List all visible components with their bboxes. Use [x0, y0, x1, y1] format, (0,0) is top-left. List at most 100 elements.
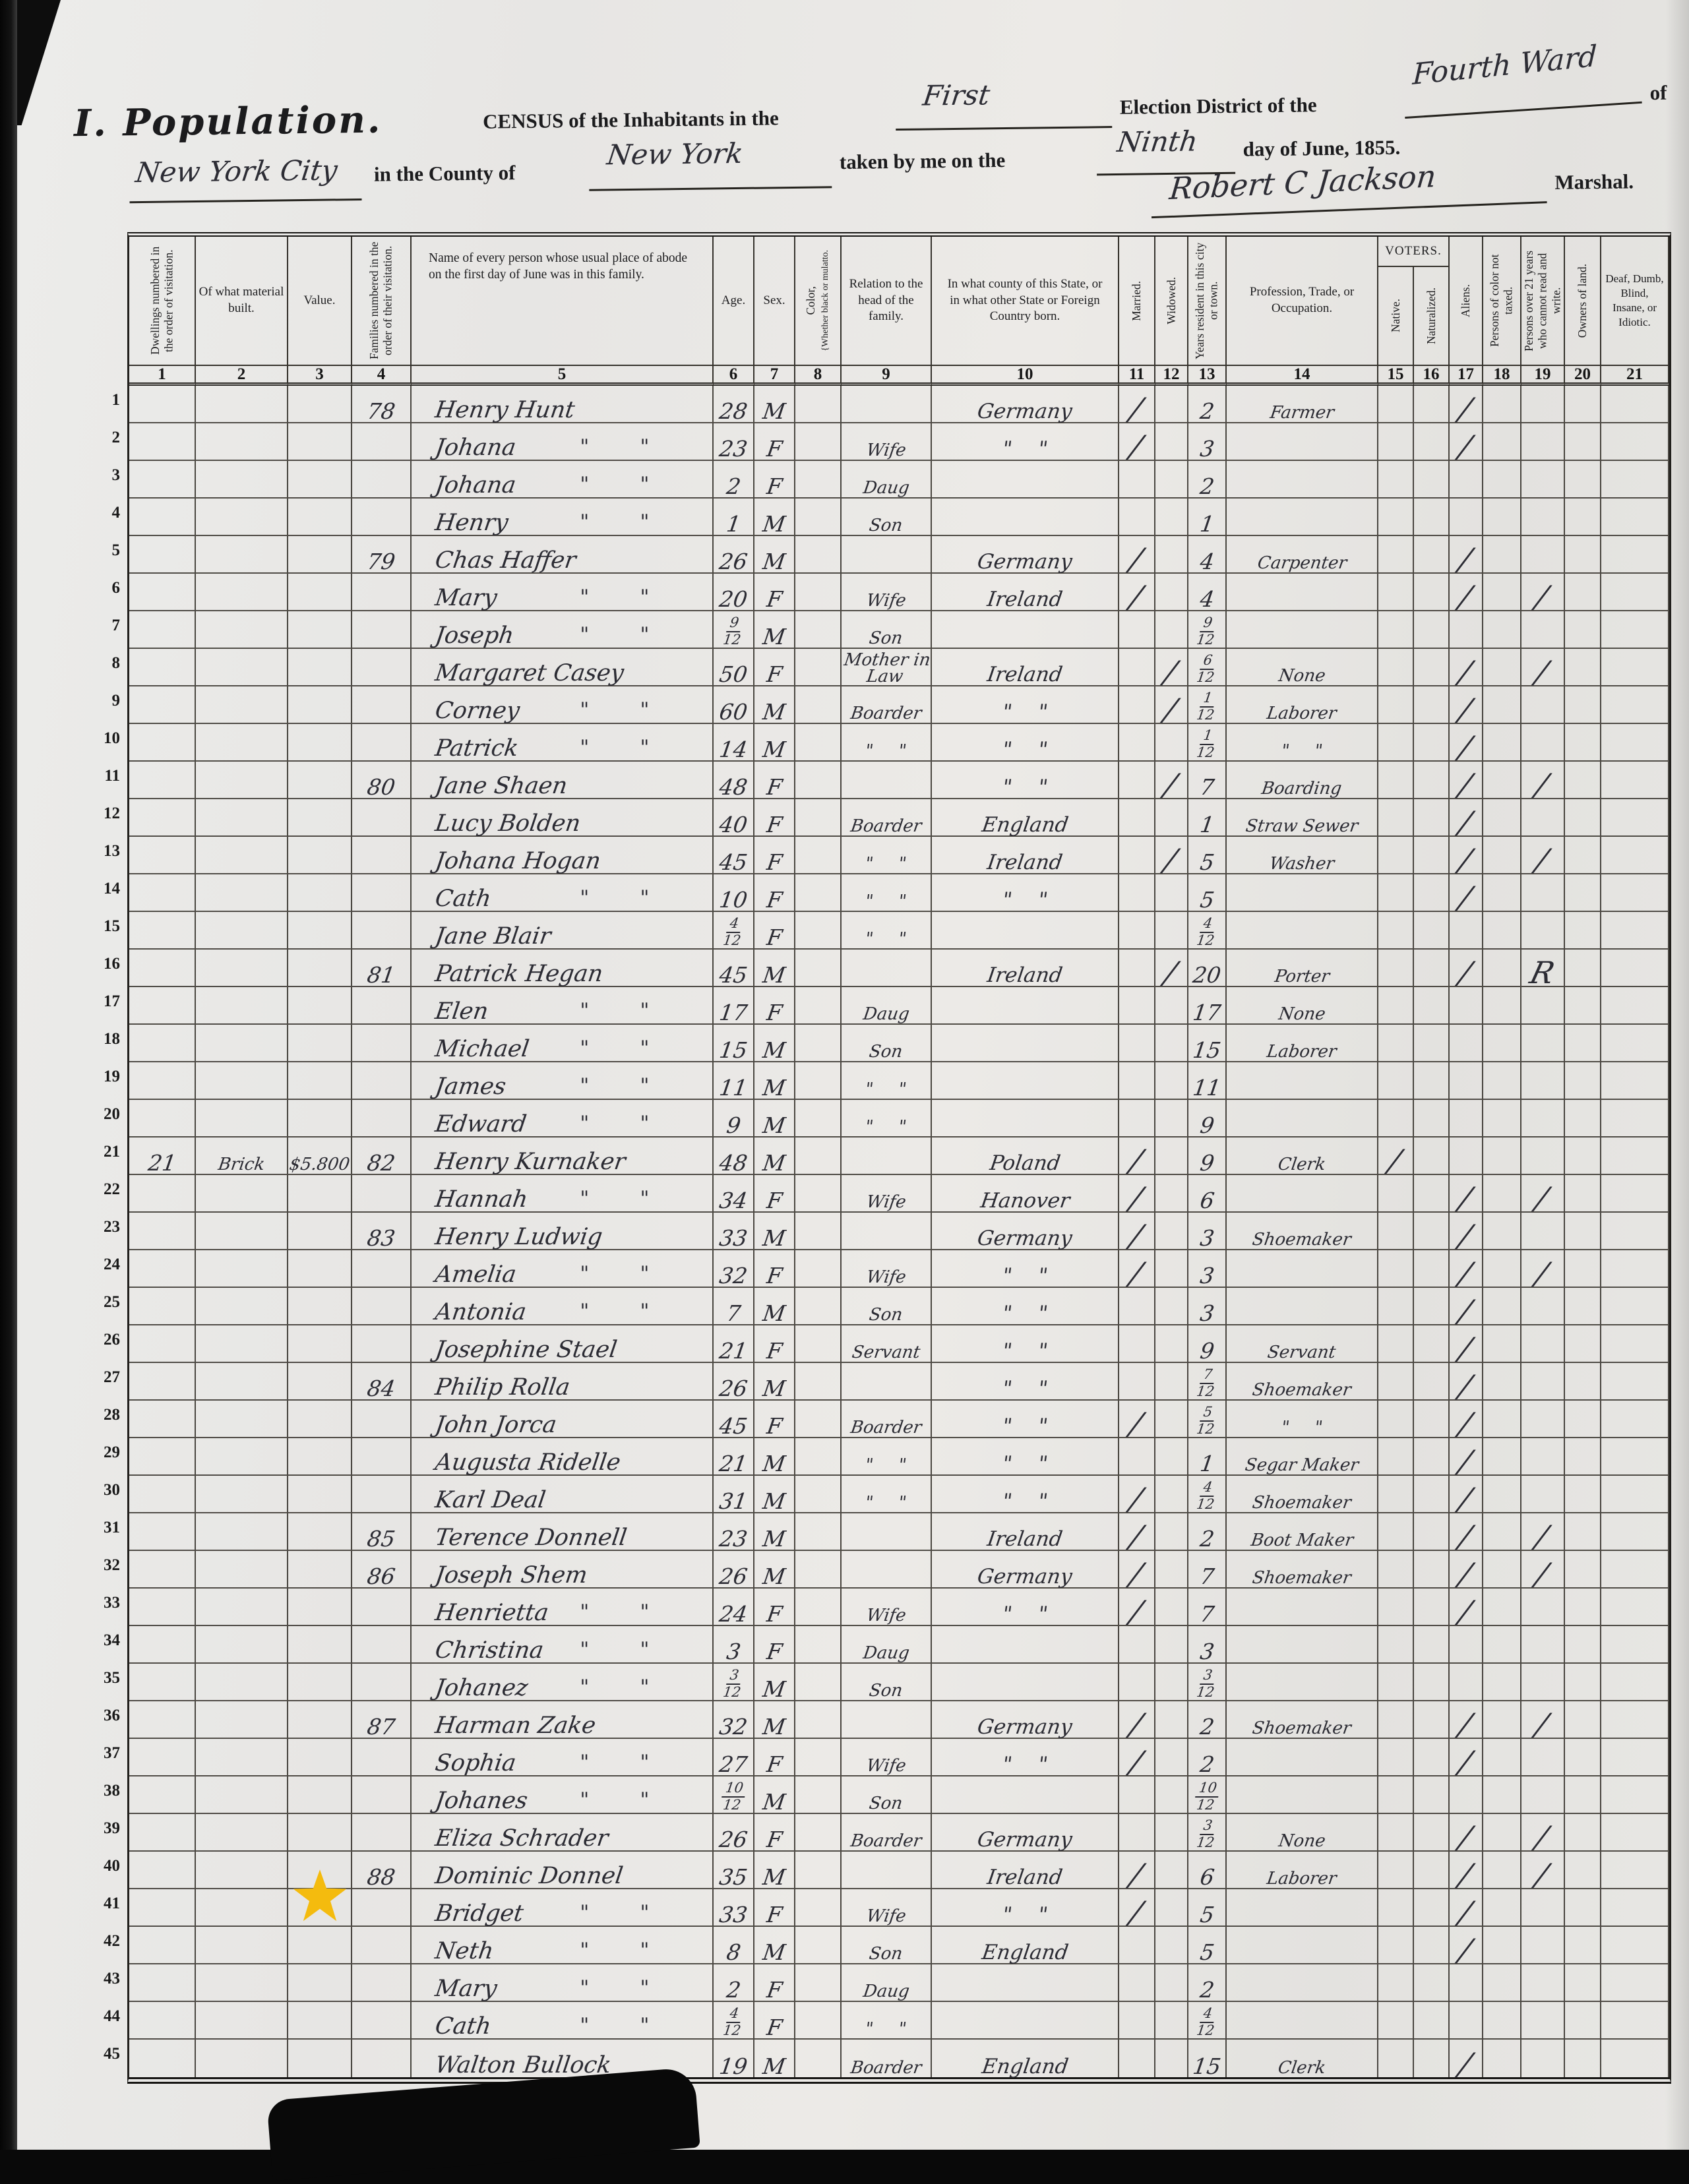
- born-cell: Germany: [932, 536, 1119, 574]
- sex-cell: F: [754, 799, 795, 837]
- deaf-cell: [1601, 2040, 1669, 2077]
- row-number: 22: [104, 1180, 120, 1198]
- color_not_taxed-cell: [1483, 1325, 1521, 1363]
- color-cell: [795, 499, 842, 536]
- cannot_read-cell: /: [1521, 649, 1565, 690]
- family-cell: [352, 1739, 412, 1776]
- occupation-cell: " ": [1227, 724, 1378, 762]
- census-table: Dwellings numbered in the order of visit…: [127, 232, 1671, 2084]
- name-cell: Johana Hogan: [412, 837, 714, 874]
- age-cell: 24: [714, 1589, 754, 1627]
- color_not_taxed-cell: [1483, 762, 1521, 799]
- age-cell: 26: [714, 1363, 754, 1401]
- alien-cell: [1450, 1964, 1483, 2002]
- name-cell: Jane Blair: [412, 912, 714, 950]
- alien-cell: /: [1450, 1589, 1483, 1629]
- color_not_taxed-cell: [1483, 987, 1521, 1025]
- naturalized-cell: [1414, 1626, 1450, 1664]
- born-cell: [932, 1100, 1119, 1138]
- row-number: 11: [104, 767, 120, 785]
- row-number: 29: [104, 1443, 120, 1461]
- widowed-cell: [1155, 574, 1188, 611]
- years-cell: 2: [1188, 1739, 1227, 1777]
- color-cell: [795, 1363, 842, 1401]
- occupation-cell: None: [1227, 649, 1378, 686]
- relation-cell: " ": [842, 2002, 932, 2040]
- family-cell: 81: [352, 950, 412, 988]
- years-cell: 6 12: [1188, 649, 1227, 686]
- color_not_taxed-cell: [1483, 1288, 1521, 1325]
- age-cell: 34: [714, 1175, 754, 1213]
- sex-cell: M: [754, 1776, 795, 1815]
- value-cell: [288, 2002, 352, 2040]
- deaf-cell: [1601, 724, 1669, 762]
- voters-label: VOTERS.: [1378, 237, 1448, 267]
- years-cell: 3: [1188, 1288, 1227, 1326]
- married-cell: [1119, 950, 1155, 987]
- ditto-mark: ": [640, 1112, 650, 1135]
- deaf-cell: [1601, 1288, 1669, 1325]
- alien-cell: /: [1450, 1852, 1483, 1893]
- value-cell: [288, 1551, 352, 1589]
- name-cell: Joseph " ": [412, 611, 714, 649]
- family-cell: 79: [352, 536, 412, 574]
- alien-cell: /: [1450, 799, 1483, 840]
- occupation-cell: Shoemaker: [1227, 1551, 1378, 1589]
- age-cell: 10: [714, 874, 754, 913]
- native-cell: [1378, 1513, 1414, 1551]
- color_not_taxed-cell: [1483, 1889, 1521, 1927]
- color-cell: [795, 386, 842, 423]
- married-cell: [1119, 912, 1155, 950]
- deaf-cell: [1601, 499, 1669, 536]
- married-cell: [1119, 837, 1155, 874]
- deaf-cell: [1601, 1739, 1669, 1776]
- value-cell: [288, 1701, 352, 1739]
- age-cell: 33: [714, 1889, 754, 1927]
- cannot_read-cell: [1521, 1626, 1565, 1664]
- material-cell: [196, 536, 288, 574]
- color-cell: [795, 1175, 842, 1213]
- years-cell: 4: [1188, 574, 1227, 612]
- naturalized-cell: [1414, 649, 1450, 686]
- alien-cell: /: [1450, 574, 1483, 615]
- cannot_read-cell: /: [1521, 1250, 1565, 1291]
- cannot_read-cell: /: [1521, 1852, 1565, 1893]
- born-cell: " ": [932, 1401, 1119, 1438]
- widowed-cell: /: [1155, 837, 1188, 878]
- native-cell: [1378, 1776, 1414, 1814]
- years-cell: 4: [1188, 536, 1227, 574]
- name-cell: Dominic Donnel: [412, 1852, 714, 1889]
- married-cell: /: [1119, 1175, 1155, 1216]
- cannot_read-cell: /: [1521, 1814, 1565, 1855]
- relation-cell: Daug: [842, 987, 932, 1025]
- material-cell: [196, 1250, 288, 1288]
- native-cell: [1378, 1250, 1414, 1288]
- row-number: 17: [104, 992, 120, 1010]
- census-page: [17, 0, 1689, 2184]
- city-fill: New York City: [133, 154, 340, 189]
- cannot_read-cell: [1521, 799, 1565, 837]
- color_not_taxed-cell: [1483, 1927, 1521, 1964]
- naturalized-cell: [1414, 423, 1450, 461]
- alien-cell: /: [1450, 1476, 1483, 1517]
- col-header-relation: Relation to the head of the family.: [842, 237, 932, 366]
- cannot_read-cell: [1521, 1589, 1565, 1626]
- owner_land-cell: [1565, 1175, 1601, 1213]
- ditto-mark: ": [580, 736, 590, 759]
- name-cell: Johanes " ": [412, 1776, 714, 1814]
- married-cell: /: [1119, 1889, 1155, 1930]
- native-cell: [1378, 1363, 1414, 1401]
- color_not_taxed-cell: [1483, 1062, 1521, 1100]
- native-cell: [1378, 423, 1414, 461]
- color_not_taxed-cell: [1483, 1513, 1521, 1551]
- row-number: 36: [104, 1707, 120, 1724]
- col-header-born: In what county of this State, or in what…: [932, 237, 1119, 366]
- owner_land-cell: [1565, 2002, 1601, 2040]
- material-cell: [196, 2002, 288, 2040]
- sex-cell: M: [754, 1551, 795, 1589]
- naturalized-cell: [1414, 837, 1450, 874]
- native-cell: [1378, 1476, 1414, 1513]
- age-cell: 26: [714, 1814, 754, 1852]
- sex-cell: M: [754, 1062, 795, 1101]
- owner_land-cell: [1565, 1213, 1601, 1250]
